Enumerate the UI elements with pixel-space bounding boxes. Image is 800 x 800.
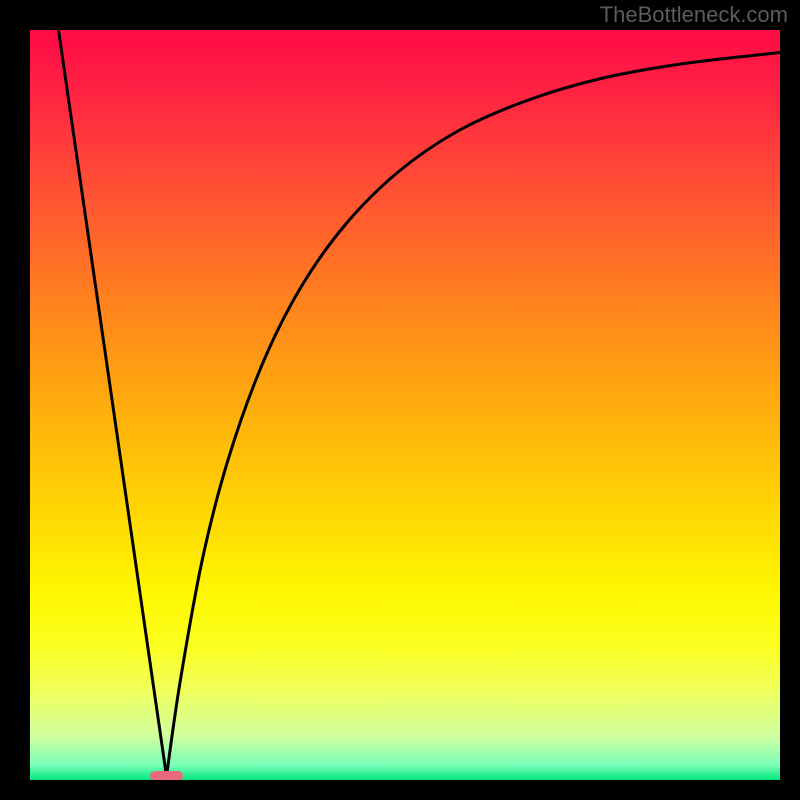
plot-area bbox=[30, 30, 780, 780]
gradient-background bbox=[30, 30, 780, 780]
watermark-text: TheBottleneck.com bbox=[600, 2, 788, 28]
dip-marker bbox=[150, 771, 184, 780]
